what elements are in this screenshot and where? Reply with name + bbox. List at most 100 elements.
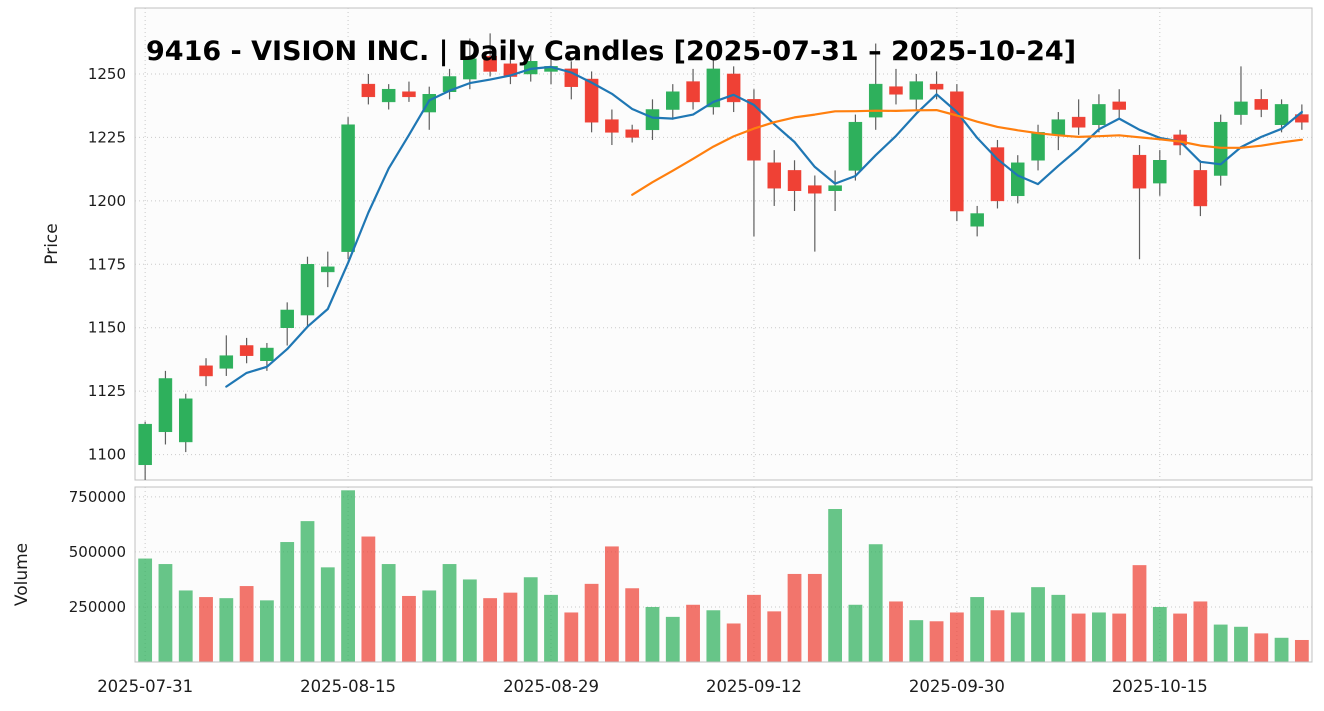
price-tick-label: 1100 xyxy=(88,446,126,464)
candle-body xyxy=(767,162,781,189)
x-tick-label: 2025-09-30 xyxy=(909,677,1005,696)
candle-body xyxy=(402,91,416,98)
candle-body xyxy=(1011,162,1025,197)
volume-bar xyxy=(1213,624,1228,662)
volume-bar xyxy=(1071,613,1086,662)
volume-tick-label: 750000 xyxy=(69,488,126,506)
volume-bar xyxy=(970,597,985,662)
volume-bar xyxy=(381,564,396,662)
volume-bar xyxy=(544,594,558,662)
volume-bar xyxy=(341,490,355,662)
volume-bar xyxy=(604,546,619,662)
x-tick-label: 2025-07-31 xyxy=(97,677,193,696)
volume-bar xyxy=(787,573,802,662)
volume-bar xyxy=(462,579,477,662)
candle-body xyxy=(686,81,700,103)
candle-body xyxy=(1234,101,1248,115)
candle-body xyxy=(868,83,883,118)
volume-bar xyxy=(1173,613,1187,662)
price-tick-label: 1200 xyxy=(88,192,126,210)
volume-bar xyxy=(138,558,153,662)
volume-bar xyxy=(665,616,680,662)
price-tick-label: 1250 xyxy=(88,65,126,83)
volume-bar xyxy=(686,604,700,662)
candle-body xyxy=(381,88,396,103)
volume-tick-label: 500000 xyxy=(69,543,126,561)
volume-bar xyxy=(280,542,295,662)
volume-bar xyxy=(1193,601,1208,662)
candle-body xyxy=(828,185,842,191)
volume-bar xyxy=(990,610,1005,662)
price-tick-label: 1225 xyxy=(88,128,126,146)
volume-bar xyxy=(178,590,193,662)
candle-body xyxy=(929,83,944,90)
volume-bar xyxy=(584,583,599,662)
candle-body xyxy=(625,129,639,138)
volume-bar xyxy=(422,590,437,662)
volume-bar xyxy=(828,509,843,662)
volume-bar xyxy=(503,592,518,662)
volume-bar xyxy=(889,601,903,662)
candle-body xyxy=(178,398,193,443)
candle-body xyxy=(808,185,822,194)
volume-bar xyxy=(909,620,924,662)
candle-body xyxy=(199,365,213,377)
volume-bar xyxy=(868,544,883,662)
candle-body xyxy=(889,86,903,95)
volume-bar xyxy=(239,586,254,662)
candle-body xyxy=(463,58,477,80)
volume-bar xyxy=(320,567,335,662)
volume-bar xyxy=(1010,612,1025,662)
candle-body xyxy=(280,309,294,328)
x-tick-label: 2025-08-15 xyxy=(300,677,396,696)
candle-body xyxy=(1254,99,1269,110)
candle-body xyxy=(138,423,152,466)
candle-body xyxy=(300,264,315,316)
candle-body xyxy=(666,91,680,110)
chart-title: 9416 - VISION INC. | Daily Candles [2025… xyxy=(146,36,1077,67)
volume-bar xyxy=(199,597,213,662)
volume-bar xyxy=(929,621,944,662)
ma25-line xyxy=(631,109,1303,196)
candle-body xyxy=(1112,101,1126,110)
candle-body xyxy=(341,124,355,252)
candle-body xyxy=(605,119,619,133)
candle-body xyxy=(1051,119,1066,136)
candle-body xyxy=(1193,170,1208,207)
volume-bar xyxy=(949,612,964,662)
volume-bar xyxy=(1031,587,1045,662)
candle-body xyxy=(239,345,254,356)
volume-bar xyxy=(523,577,538,662)
candle-body xyxy=(848,121,863,171)
volume-axis-label: Volume xyxy=(12,543,32,606)
volume-bar xyxy=(260,600,274,662)
volume-bar xyxy=(726,623,741,662)
candle-body xyxy=(747,99,761,161)
volume-bar xyxy=(564,612,579,662)
volume-bar xyxy=(300,521,315,662)
volume-bar xyxy=(1112,613,1127,662)
candle-body xyxy=(1132,154,1147,189)
candle-body xyxy=(1153,160,1167,184)
candle-body xyxy=(1071,116,1086,128)
x-tick-label: 2025-08-29 xyxy=(503,677,599,696)
x-tick-label: 2025-10-15 xyxy=(1112,677,1208,696)
volume-bar xyxy=(848,604,863,662)
volume-bar xyxy=(706,610,721,662)
candle-body xyxy=(645,109,660,131)
volume-bar xyxy=(807,573,822,662)
volume-bar xyxy=(361,536,376,662)
price-tick-label: 1175 xyxy=(88,255,126,273)
volume-tick-label: 250000 xyxy=(69,598,126,616)
candle-body xyxy=(584,78,599,123)
volume-bar xyxy=(483,598,498,662)
candle-body xyxy=(950,91,964,212)
volume-bar xyxy=(1274,637,1289,662)
candle-body xyxy=(787,170,802,191)
candle-body xyxy=(260,347,274,361)
volume-bar xyxy=(158,564,173,662)
ma5-line xyxy=(225,65,1303,388)
candle-body xyxy=(970,213,984,227)
